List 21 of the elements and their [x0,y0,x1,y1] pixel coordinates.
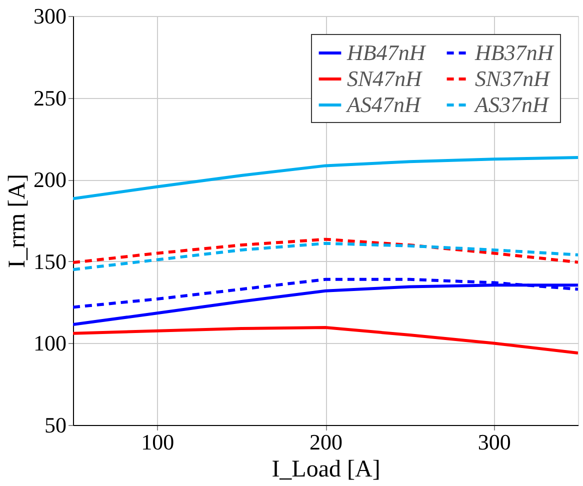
y-tick-label: 250 [34,85,66,110]
legend-label: SN47nH [347,66,423,91]
legend-label: AS37nH [473,92,550,117]
legend-label: HB37nH [474,40,554,65]
legend-label: AS47nH [345,92,422,117]
x-tick-label: 300 [478,430,511,454]
y-tick-label: 300 [34,4,66,28]
line-series [73,156,578,200]
y-tick-label: 50 [44,412,66,438]
line-series [73,238,578,264]
x-tick-label: 100 [141,430,174,454]
x-axis-title: I_Load [A] [272,456,380,482]
line-series [73,242,578,272]
y-tick-label: 150 [34,248,66,274]
y-axis-title: I_rrm [A] [4,174,30,268]
x-tick-label: 200 [310,430,342,454]
y-tick-label: 200 [34,167,66,192]
legend-label: HB47nH [346,40,426,65]
y-tick-label: 100 [34,330,66,356]
legend-label: SN37nH [475,66,551,91]
line-series [73,326,578,355]
